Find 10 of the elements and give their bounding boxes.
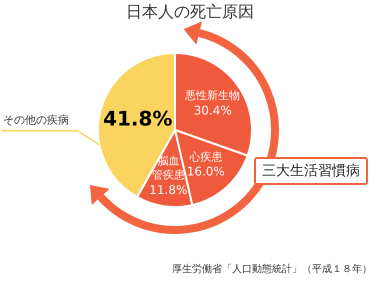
slice-label: 心疾患 xyxy=(188,150,222,164)
data-label: 30.4% xyxy=(194,103,232,118)
text: 三大生活習慣病 xyxy=(254,157,368,185)
data-label: 16.0% xyxy=(186,164,225,179)
slice-label: 悪性新生物 xyxy=(184,89,240,102)
data-label: 41.8% xyxy=(103,106,172,130)
data-label: 11.8% xyxy=(149,182,188,197)
chart-title: 日本人の死亡原因 xyxy=(125,2,255,23)
text: 厚生労働省「人口動態統計」（平成１８年） xyxy=(172,262,372,276)
slice-label: その他の疾病 xyxy=(3,114,69,127)
